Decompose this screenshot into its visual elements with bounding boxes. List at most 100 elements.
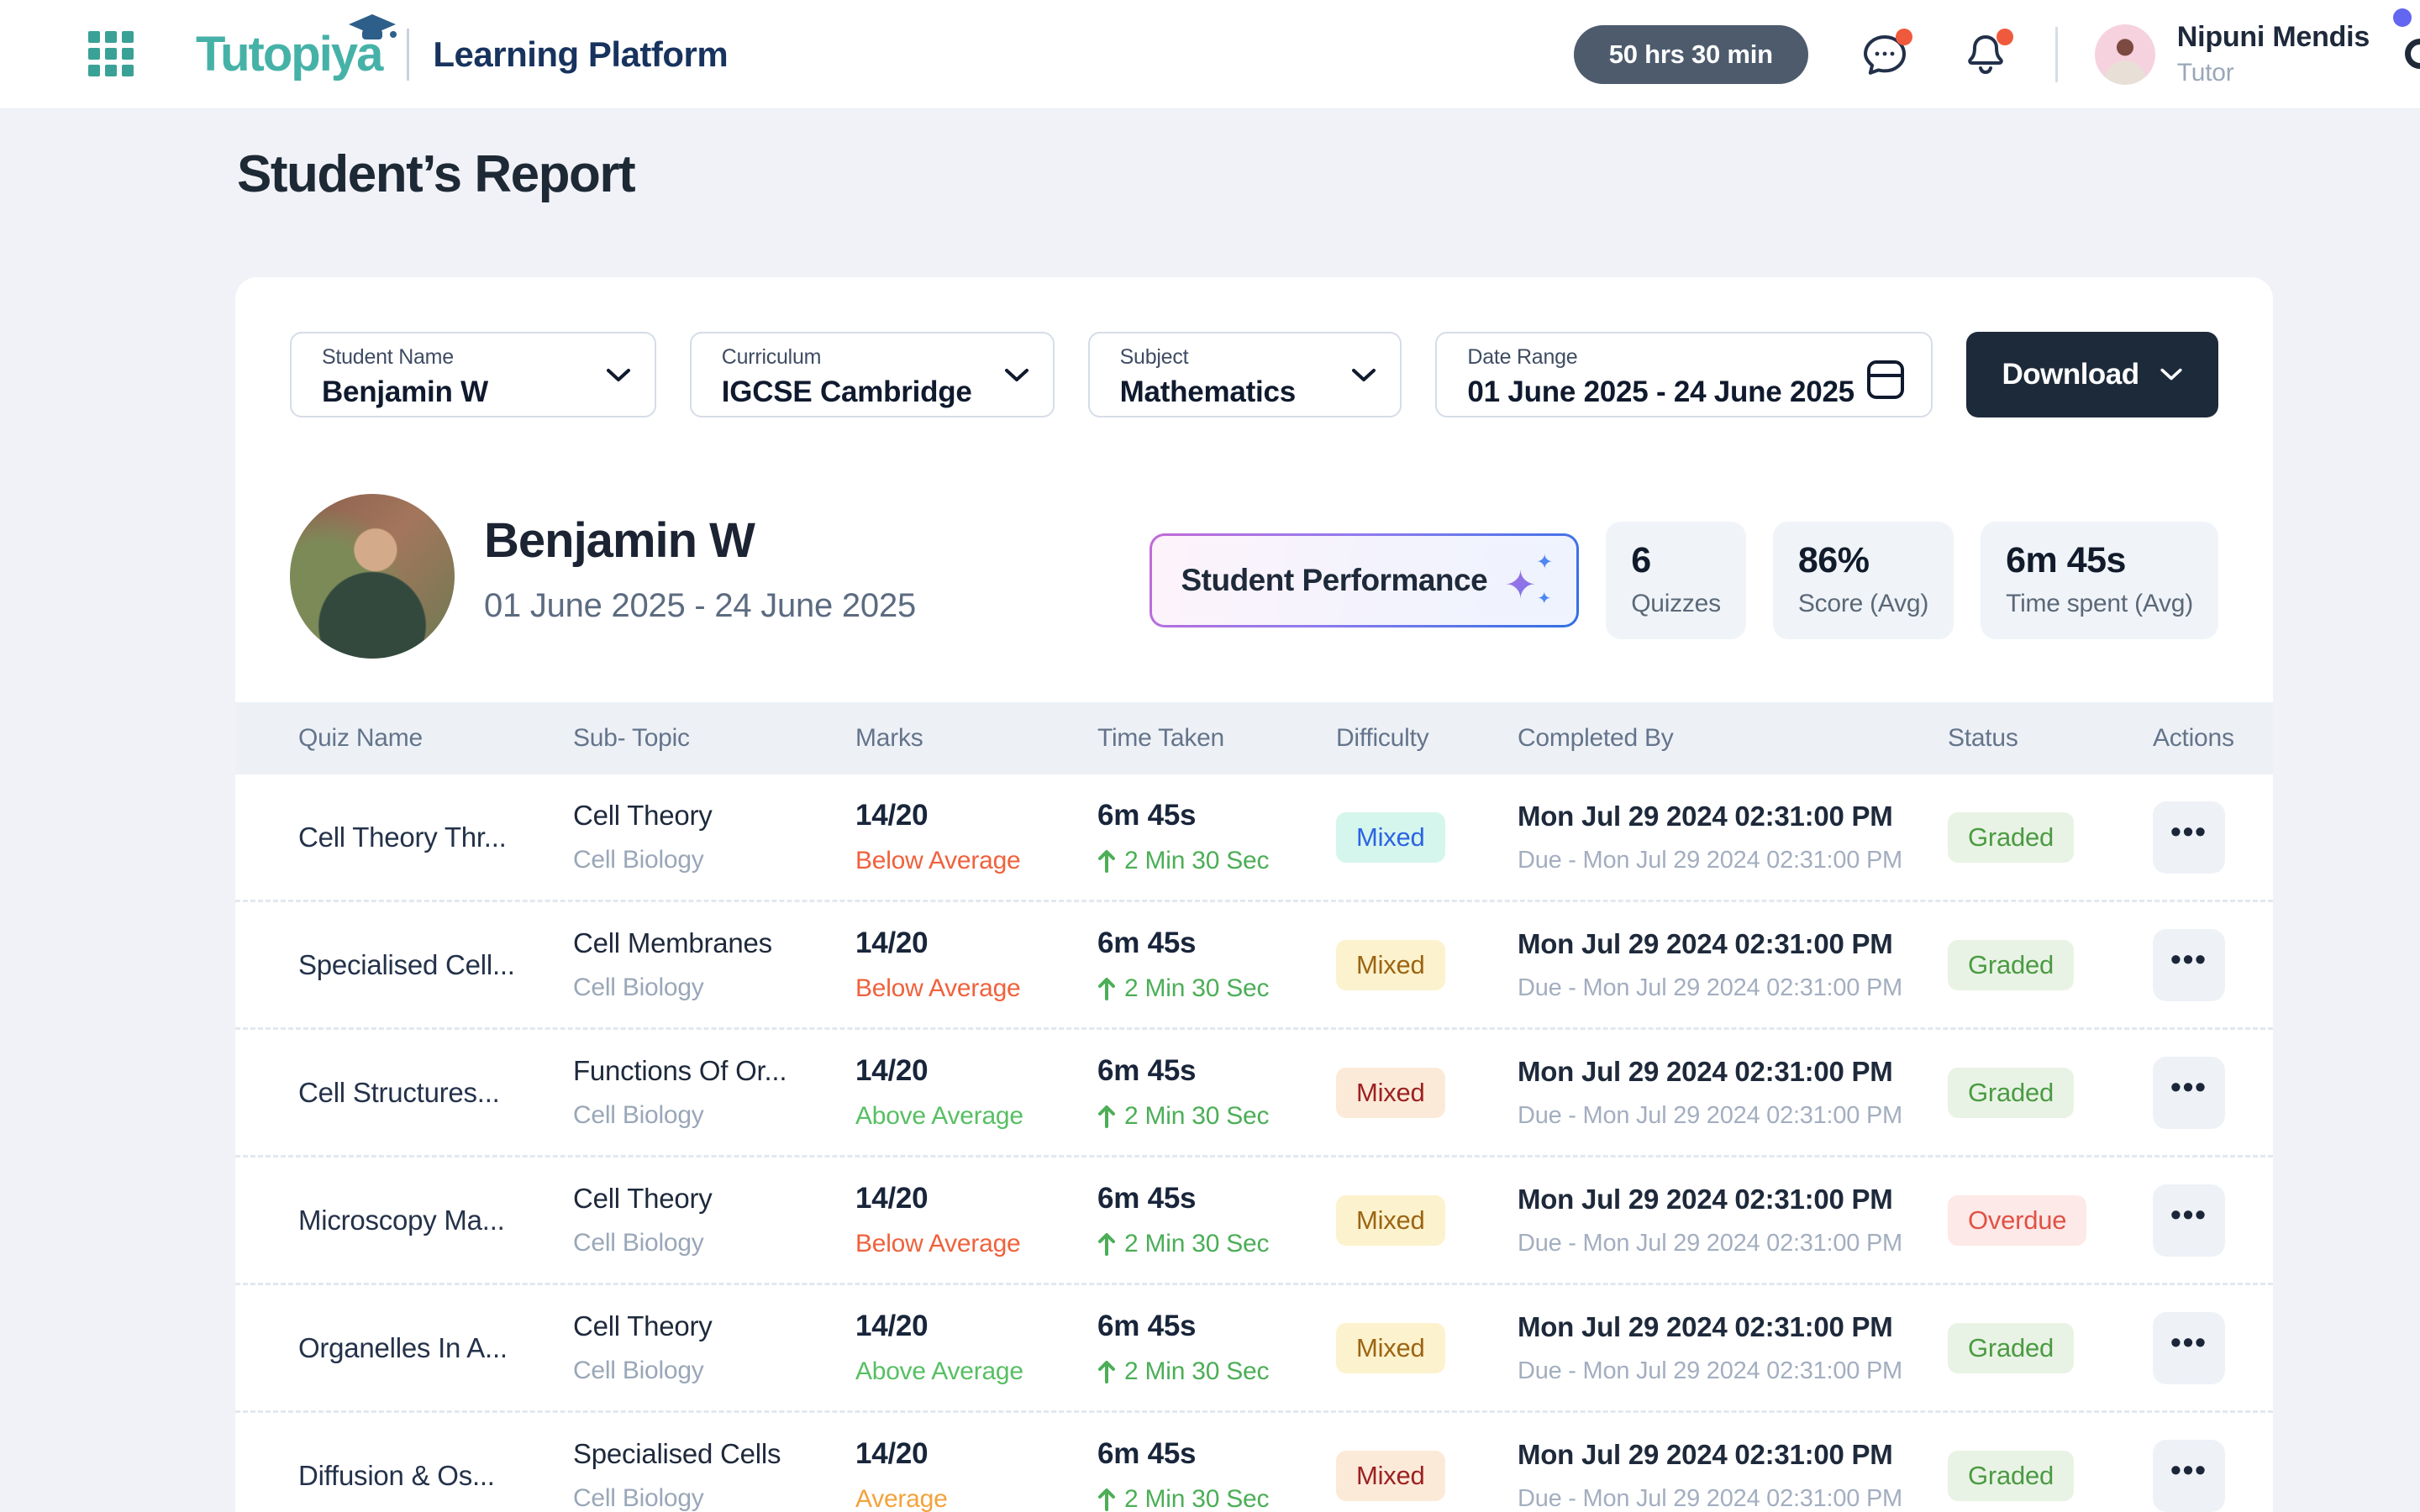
sub-topic-primary: Cell Membranes bbox=[573, 927, 772, 958]
actions-cell: ••• bbox=[2153, 1184, 2235, 1257]
status-badge: Overdue bbox=[1948, 1194, 2087, 1246]
date-range-picker[interactable]: Date Range 01 June 2025 - 24 June 2025 bbox=[1435, 332, 1933, 417]
quiz-table: Quiz Name Sub- Topic Marks Time Taken Di… bbox=[235, 702, 2273, 1512]
row-actions-button[interactable]: ••• bbox=[2153, 1184, 2225, 1257]
marks-note: Above Average bbox=[855, 1102, 1023, 1130]
row-actions-button[interactable]: ••• bbox=[2153, 801, 2225, 874]
arrow-up-icon bbox=[1098, 850, 1115, 873]
performance-cluster: Student Performance ✦ ✦ ✦ 6 Quizzes 86% Sc… bbox=[1150, 522, 2218, 639]
arrow-up-icon bbox=[1098, 978, 1115, 1000]
time-delta: 2 Min 30 Sec bbox=[1097, 1485, 1336, 1512]
date-range-label: Date Range bbox=[1467, 345, 1578, 369]
row-actions-button[interactable]: ••• bbox=[2153, 928, 2225, 1001]
due-date: Due - Mon Jul 29 2024 02:31:00 PM bbox=[1518, 1101, 1902, 1129]
time-delta: 2 Min 30 Sec bbox=[1097, 1230, 1336, 1258]
completed-date: Mon Jul 29 2024 02:31:00 PM bbox=[1518, 1055, 1893, 1087]
col-completed-by: Completed By bbox=[1518, 724, 1674, 752]
col-status: Status bbox=[1948, 724, 2018, 752]
time-delta: 2 Min 30 Sec bbox=[1097, 1357, 1336, 1386]
time-delta: 2 Min 30 Sec bbox=[1097, 1102, 1336, 1131]
sub-topic-cell: Functions Of Or... Cell Biology bbox=[573, 1055, 855, 1130]
sub-topic-secondary: Cell Biology bbox=[573, 1357, 704, 1384]
student-name-select[interactable]: Student Name Benjamin W bbox=[290, 332, 656, 417]
marks-value: 14/20 bbox=[855, 1054, 929, 1087]
brand-logo-text: Tutopiya bbox=[196, 27, 383, 81]
chevron-down-icon bbox=[1004, 367, 1029, 388]
arrow-up-icon bbox=[1098, 1488, 1115, 1511]
subject-select[interactable]: Subject Mathematics bbox=[1087, 332, 1402, 417]
tutor-avatar[interactable] bbox=[2094, 24, 2155, 85]
subject-label: Subject bbox=[1119, 345, 1189, 369]
stat-quizzes-label: Quizzes bbox=[1631, 590, 1721, 617]
time-taken-cell: 6m 45s 2 Min 30 Sec bbox=[1097, 1182, 1336, 1258]
student-performance-label: Student Performance bbox=[1181, 563, 1488, 597]
table-row: Organelles In A... Cell Theory Cell Biol… bbox=[235, 1285, 2273, 1413]
sub-topic-primary: Functions Of Or... bbox=[573, 1055, 787, 1086]
download-label: Download bbox=[2002, 358, 2140, 391]
download-button[interactable]: Download bbox=[1966, 332, 2218, 417]
marks-cell: 14/20 Above Average bbox=[855, 1310, 1097, 1386]
marks-value: 14/20 bbox=[855, 1437, 929, 1470]
difficulty-cell: Mixed bbox=[1336, 939, 1518, 990]
quiz-name-cell: Diffusion & Os... bbox=[298, 1459, 495, 1491]
student-name-value: Benjamin W bbox=[322, 375, 488, 408]
completed-date: Mon Jul 29 2024 02:31:00 PM bbox=[1518, 927, 1893, 959]
stat-time-value: 6m 45s bbox=[2006, 540, 2126, 580]
time-delta: 2 Min 30 Sec bbox=[1097, 974, 1336, 1003]
table-row: Cell Theory Thr... Cell Theory Cell Biol… bbox=[235, 774, 2273, 902]
time-taken-cell: 6m 45s 2 Min 30 Sec bbox=[1097, 1310, 1336, 1386]
row-actions-button[interactable]: ••• bbox=[2153, 1311, 2225, 1384]
brand-subtitle: Learning Platform bbox=[433, 34, 729, 74]
completed-by-cell: Mon Jul 29 2024 02:31:00 PM Due - Mon Ju… bbox=[1518, 928, 1948, 1002]
time-value: 6m 45s bbox=[1097, 1310, 1197, 1342]
sub-topic-cell: Cell Theory Cell Biology bbox=[573, 1310, 855, 1385]
quiz-name-cell: Cell Theory Thr... bbox=[298, 821, 507, 853]
difficulty-badge: Mixed bbox=[1336, 939, 1445, 990]
time-delta: 2 Min 30 Sec bbox=[1097, 847, 1336, 875]
completed-date: Mon Jul 29 2024 02:31:00 PM bbox=[1518, 800, 1893, 832]
subject-value: Mathematics bbox=[1119, 375, 1297, 408]
marks-cell: 14/20 Above Average bbox=[855, 1054, 1097, 1131]
sub-topic-secondary: Cell Biology bbox=[573, 974, 704, 1001]
difficulty-cell: Mixed bbox=[1336, 1194, 1518, 1246]
sub-topic-primary: Cell Theory bbox=[573, 1183, 713, 1214]
time-balance-badge[interactable]: 50 hrs 30 min bbox=[1573, 24, 1808, 84]
tutor-meta: Nipuni Mendis Tutor bbox=[2177, 21, 2370, 87]
time-taken-cell: 6m 45s 2 Min 30 Sec bbox=[1097, 927, 1336, 1003]
corner-status-dot bbox=[2393, 8, 2412, 27]
bell-icon[interactable] bbox=[1961, 28, 2013, 79]
student-name: Benjamin W bbox=[484, 513, 755, 568]
status-badge: Graded bbox=[1948, 939, 2074, 990]
table-row: Diffusion & Os... Specialised Cells Cell… bbox=[235, 1413, 2273, 1512]
col-actions: Actions bbox=[2153, 724, 2234, 752]
sub-topic-cell: Specialised Cells Cell Biology bbox=[573, 1438, 855, 1512]
student-header: Benjamin W 01 June 2025 - 24 June 2025 bbox=[484, 512, 916, 625]
student-performance-button[interactable]: Student Performance ✦ ✦ ✦ bbox=[1150, 533, 1579, 627]
graduation-cap-icon bbox=[345, 13, 399, 50]
difficulty-badge: Mixed bbox=[1336, 811, 1445, 863]
stat-quizzes-value: 6 bbox=[1631, 540, 1651, 580]
due-date: Due - Mon Jul 29 2024 02:31:00 PM bbox=[1518, 1229, 1902, 1257]
chat-icon[interactable] bbox=[1860, 28, 1912, 79]
actions-cell: ••• bbox=[2153, 1439, 2235, 1512]
col-marks: Marks bbox=[855, 724, 923, 752]
brand-logo[interactable]: Tutopiya Learning Platform bbox=[196, 14, 729, 82]
table-row: Cell Structures... Functions Of Or... Ce… bbox=[235, 1030, 2273, 1158]
row-actions-button[interactable]: ••• bbox=[2153, 1439, 2225, 1512]
chevron-down-icon bbox=[2160, 368, 2182, 381]
sub-topic-secondary: Cell Biology bbox=[573, 1101, 704, 1129]
edge-clipped-glyph bbox=[2405, 39, 2420, 69]
filter-bar: Student Name Benjamin W Curriculum IGCSE… bbox=[290, 332, 2218, 417]
due-date: Due - Mon Jul 29 2024 02:31:00 PM bbox=[1518, 846, 1902, 874]
date-range-value: 01 June 2025 - 24 June 2025 bbox=[1467, 375, 1854, 408]
row-actions-button[interactable]: ••• bbox=[2153, 1056, 2225, 1129]
actions-cell: ••• bbox=[2153, 801, 2235, 874]
stat-time-avg: 6m 45s Time spent (Avg) bbox=[1981, 522, 2218, 639]
arrow-up-icon bbox=[1098, 1361, 1115, 1383]
marks-cell: 14/20 Below Average bbox=[855, 799, 1097, 875]
arrow-up-icon bbox=[1098, 1233, 1115, 1256]
tutor-name: Nipuni Mendis bbox=[2176, 21, 2370, 53]
page-title: Student’s Report bbox=[237, 145, 636, 203]
curriculum-select[interactable]: Curriculum IGCSE Cambridge bbox=[689, 332, 1055, 417]
apps-grid-icon[interactable] bbox=[88, 30, 135, 78]
